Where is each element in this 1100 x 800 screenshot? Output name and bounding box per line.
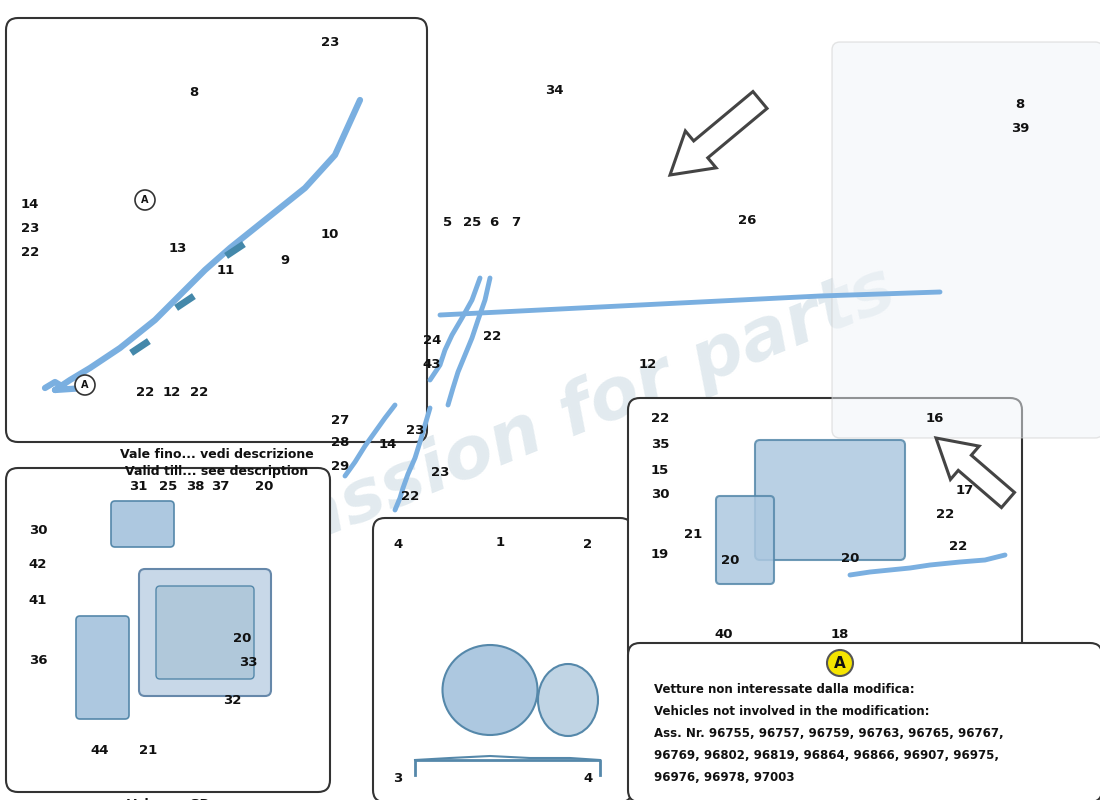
Text: 24: 24 <box>422 334 441 346</box>
FancyBboxPatch shape <box>76 616 129 719</box>
Text: 10: 10 <box>321 229 339 242</box>
Text: 27: 27 <box>331 414 349 426</box>
Text: 37: 37 <box>211 481 229 494</box>
Text: Vale per GD: Vale per GD <box>126 798 209 800</box>
Text: 17: 17 <box>956 483 975 497</box>
Text: 22: 22 <box>483 330 502 342</box>
Text: 12: 12 <box>163 386 182 399</box>
FancyBboxPatch shape <box>628 643 1100 800</box>
Text: 8: 8 <box>1015 98 1024 111</box>
Text: 40: 40 <box>715 629 734 642</box>
Text: 14: 14 <box>21 198 40 210</box>
FancyBboxPatch shape <box>6 468 330 792</box>
Text: 41: 41 <box>29 594 47 606</box>
Circle shape <box>75 375 95 395</box>
FancyArrow shape <box>670 91 767 175</box>
Text: 96769, 96802, 96819, 96864, 96866, 96907, 96975,: 96769, 96802, 96819, 96864, 96866, 96907… <box>654 749 999 762</box>
Text: Ass. Nr. 96755, 96757, 96759, 96763, 96765, 96767,: Ass. Nr. 96755, 96757, 96759, 96763, 967… <box>654 727 1003 740</box>
Circle shape <box>827 650 853 676</box>
Text: 6: 6 <box>490 215 498 229</box>
Text: A: A <box>141 195 149 205</box>
Text: 22: 22 <box>190 386 208 399</box>
Text: 13: 13 <box>168 242 187 254</box>
Text: 20: 20 <box>720 554 739 566</box>
FancyBboxPatch shape <box>373 518 632 800</box>
FancyBboxPatch shape <box>156 586 254 679</box>
Text: 4: 4 <box>583 771 593 785</box>
Text: 4: 4 <box>394 538 403 551</box>
Text: 23: 23 <box>431 466 449 478</box>
Text: 21: 21 <box>139 743 157 757</box>
Text: 22: 22 <box>949 539 967 553</box>
Ellipse shape <box>442 645 538 735</box>
Text: 3: 3 <box>394 771 403 785</box>
Text: 26: 26 <box>738 214 756 226</box>
Text: 5: 5 <box>443 215 452 229</box>
Text: 34: 34 <box>544 83 563 97</box>
Text: 96976, 96978, 97003: 96976, 96978, 97003 <box>654 771 794 784</box>
FancyBboxPatch shape <box>716 496 774 584</box>
Text: 20: 20 <box>255 481 273 494</box>
Text: 22: 22 <box>936 509 954 522</box>
Text: 32: 32 <box>223 694 241 706</box>
FancyArrow shape <box>936 438 1014 507</box>
Text: 43: 43 <box>422 358 441 371</box>
FancyBboxPatch shape <box>111 501 174 547</box>
Text: 31: 31 <box>129 481 147 494</box>
Text: Vetture non interessate dalla modifica:: Vetture non interessate dalla modifica: <box>654 683 914 696</box>
Text: 7: 7 <box>512 215 520 229</box>
Text: 44: 44 <box>90 743 109 757</box>
Text: 39: 39 <box>1011 122 1030 134</box>
Text: 9: 9 <box>280 254 289 266</box>
Text: 1: 1 <box>495 535 505 549</box>
FancyBboxPatch shape <box>6 18 427 442</box>
Text: 38: 38 <box>186 481 205 494</box>
Text: 15: 15 <box>651 463 669 477</box>
FancyBboxPatch shape <box>755 440 905 560</box>
Text: 25: 25 <box>158 481 177 494</box>
Text: 20: 20 <box>840 551 859 565</box>
Text: 22: 22 <box>136 386 154 399</box>
Text: Valid till... see description: Valid till... see description <box>125 465 308 478</box>
Text: 11: 11 <box>217 263 235 277</box>
Text: 23: 23 <box>406 423 425 437</box>
Text: 2: 2 <box>583 538 593 551</box>
Text: 22: 22 <box>400 490 419 502</box>
Text: 12: 12 <box>639 358 657 371</box>
Text: 19: 19 <box>651 549 669 562</box>
Text: 36: 36 <box>29 654 47 666</box>
Text: 21: 21 <box>684 529 702 542</box>
Text: 25: 25 <box>463 215 481 229</box>
Text: A: A <box>834 655 846 670</box>
Text: 35: 35 <box>651 438 669 451</box>
Text: A: A <box>81 380 89 390</box>
Text: 28: 28 <box>331 437 349 450</box>
Text: 22: 22 <box>21 246 40 259</box>
Text: 30: 30 <box>29 523 47 537</box>
Text: Vehicles not involved in the modification:: Vehicles not involved in the modificatio… <box>654 705 930 718</box>
Text: 23: 23 <box>321 35 339 49</box>
Circle shape <box>135 190 155 210</box>
Text: 16: 16 <box>926 411 944 425</box>
Text: 29: 29 <box>331 459 349 473</box>
Text: Vale fino... vedi descrizione: Vale fino... vedi descrizione <box>120 448 314 461</box>
Ellipse shape <box>538 664 598 736</box>
Text: 20: 20 <box>233 631 251 645</box>
Text: 8: 8 <box>189 86 199 99</box>
Text: 30: 30 <box>651 489 669 502</box>
FancyBboxPatch shape <box>139 569 271 696</box>
FancyBboxPatch shape <box>832 42 1100 438</box>
FancyBboxPatch shape <box>628 398 1022 662</box>
Text: passion for parts: passion for parts <box>238 254 906 578</box>
Text: 42: 42 <box>29 558 47 571</box>
Text: 22: 22 <box>651 411 669 425</box>
Text: 18: 18 <box>830 629 849 642</box>
Text: 33: 33 <box>239 655 257 669</box>
Text: 23: 23 <box>21 222 40 234</box>
Text: 14: 14 <box>378 438 397 451</box>
